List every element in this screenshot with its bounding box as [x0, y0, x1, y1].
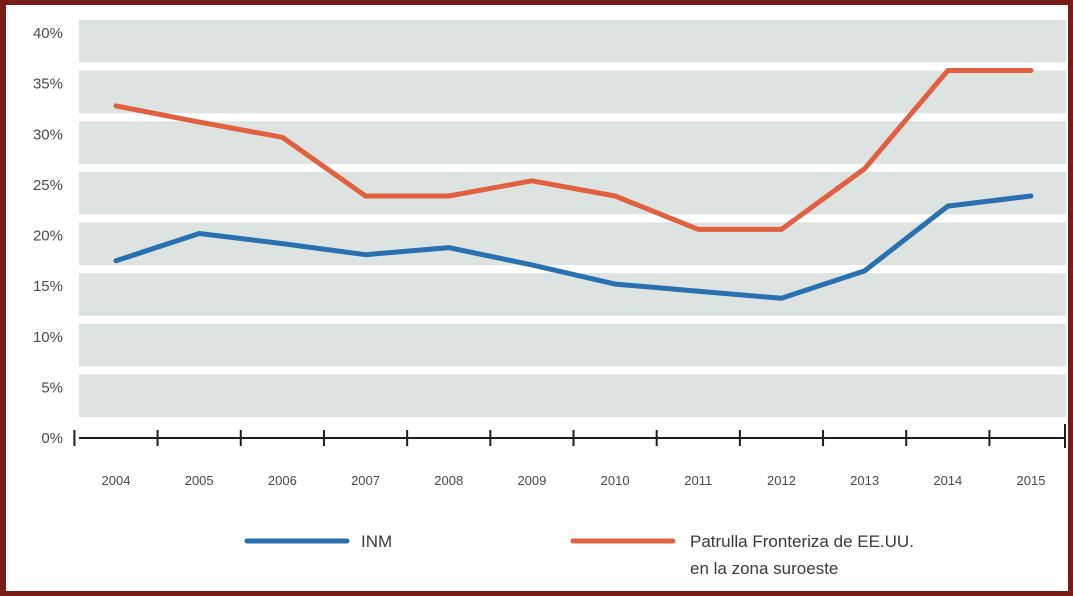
y-tick-label: 40%	[33, 25, 63, 42]
y-tick-label: 10%	[33, 329, 63, 346]
x-tick-label: 2008	[434, 473, 463, 488]
series-line-patrulla-fronteriza	[113, 68, 1034, 232]
series-line-inm	[113, 193, 1034, 301]
y-tick-label: 20%	[33, 228, 63, 245]
y-tick-label: 0%	[41, 430, 63, 447]
x-tick-label: 2012	[767, 473, 796, 488]
x-tick-label: 2014	[933, 473, 962, 488]
grid-band	[79, 20, 1066, 63]
x-tick-label: 2004	[102, 473, 131, 488]
x-tick-label: 2009	[517, 473, 546, 488]
y-tick-label: 15%	[33, 278, 63, 295]
x-tick-label: 2011	[684, 473, 712, 488]
grid-band	[79, 323, 1066, 367]
legend-label: INM	[361, 532, 392, 551]
y-tick-label: 25%	[33, 177, 63, 194]
x-tick-label: 2005	[185, 473, 214, 488]
y-tick-label: 30%	[33, 126, 63, 143]
x-tick-label: 2013	[850, 473, 879, 488]
y-tick-label: 35%	[33, 76, 63, 93]
line-chart: 0% 5% 10% 15% 20% 25% 30% 35% 40% 2004 2005 2006 200…	[33, 20, 1073, 578]
x-tick-label: 2006	[268, 473, 297, 488]
grid-band	[79, 374, 1066, 417]
grid-band	[79, 273, 1066, 316]
chart-panel: 0% 5% 10% 15% 20% 25% 30% 35% 40% 2004 2005 2006 200…	[6, 5, 1073, 591]
y-tick-label: 5%	[41, 379, 63, 396]
x-tick-label: 2007	[351, 473, 380, 488]
x-tick-label: 2010	[601, 473, 630, 488]
grid-band	[79, 171, 1066, 215]
grid-band	[79, 70, 1066, 114]
x-tick-label: 2015	[1017, 473, 1046, 488]
legend-label: Patrulla Fronteriza de EE.UU. en la zona …	[690, 532, 914, 578]
